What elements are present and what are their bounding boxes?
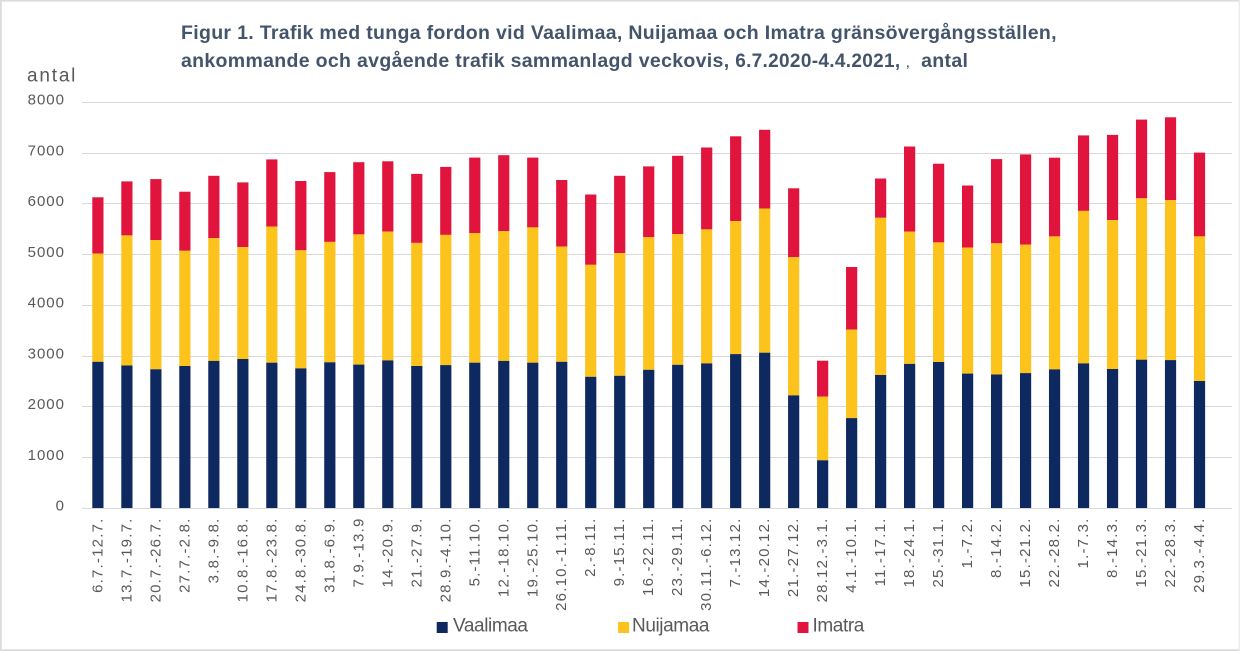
svg-text:12.-18.10.: 12.-18.10. <box>495 518 512 598</box>
svg-text:14.-20.9.: 14.-20.9. <box>379 518 396 588</box>
svg-text:Nuijamaa: Nuijamaa <box>632 616 710 637</box>
svg-text:7.9.-13.9: 7.9.-13.9 <box>350 518 367 588</box>
svg-text:22.-28.2.: 22.-28.2. <box>1046 518 1063 588</box>
svg-text:30.11.-6.12.: 30.11.-6.12. <box>698 518 715 611</box>
svg-text:20.7.-26.7.: 20.7.-26.7. <box>147 518 164 603</box>
svg-text:8000: 8000 <box>28 92 65 109</box>
svg-text:21.-27.12.: 21.-27.12. <box>785 518 802 598</box>
svg-text:22.-28.3.: 22.-28.3. <box>1162 518 1179 588</box>
svg-text:5.-11.10.: 5.-11.10. <box>466 518 483 587</box>
svg-text:26.10.-1.11.: 26.10.-1.11. <box>553 518 570 611</box>
svg-text:antal: antal <box>27 66 77 87</box>
svg-text:2.-8.11.: 2.-8.11. <box>582 518 599 577</box>
svg-text:2000: 2000 <box>28 396 65 413</box>
svg-text:4000: 4000 <box>28 295 65 312</box>
svg-text:1000: 1000 <box>28 447 65 464</box>
svg-text:25.-31.1.: 25.-31.1. <box>930 518 947 588</box>
svg-text:4.1.-10.1.: 4.1.-10.1. <box>843 518 860 593</box>
svg-text:5000: 5000 <box>28 244 65 261</box>
svg-text:28.12.-3.1.: 28.12.-3.1. <box>814 518 831 603</box>
svg-text:31.8.-6.9.: 31.8.-6.9. <box>321 518 338 593</box>
svg-text:29.3.-4.4.: 29.3.-4.4. <box>1191 518 1208 593</box>
svg-text:16.-22.11.: 16.-22.11. <box>640 518 657 596</box>
svg-text:14.-20.12.: 14.-20.12. <box>756 518 773 598</box>
svg-text:1.-7.2.: 1.-7.2. <box>959 518 976 569</box>
svg-text:19.-25.10.: 19.-25.10. <box>524 518 541 598</box>
svg-text:Vaalimaa: Vaalimaa <box>453 616 528 637</box>
svg-text:Imatra: Imatra <box>813 616 865 637</box>
svg-text:6000: 6000 <box>28 193 65 210</box>
svg-text:11.-17.1.: 11.-17.1. <box>872 518 889 587</box>
svg-text:17.8.-23.8.: 17.8.-23.8. <box>263 518 280 603</box>
svg-text:8.-14.2.: 8.-14.2. <box>988 518 1005 578</box>
svg-text:7.-13.12.: 7.-13.12. <box>727 518 744 588</box>
svg-text:6.7.-12.7.: 6.7.-12.7. <box>89 518 106 593</box>
svg-text:15.-21.2.: 15.-21.2. <box>1017 518 1034 588</box>
svg-text:7000: 7000 <box>28 142 65 159</box>
svg-text:15.-21.3.: 15.-21.3. <box>1133 518 1150 588</box>
svg-text:28.9.-4.10.: 28.9.-4.10. <box>437 518 454 603</box>
svg-text:23.-29.11.: 23.-29.11. <box>669 518 686 596</box>
svg-text:8.-14.3.: 8.-14.3. <box>1104 518 1121 578</box>
svg-text:18.-24.1.: 18.-24.1. <box>901 518 918 588</box>
svg-text:24.8.-30.8.: 24.8.-30.8. <box>292 518 309 603</box>
svg-text:0: 0 <box>56 498 65 515</box>
svg-text:27.7.-2.8.: 27.7.-2.8. <box>176 518 193 593</box>
svg-text:21.-27.9.: 21.-27.9. <box>408 518 425 588</box>
svg-text:3.8.-9.8.: 3.8.-9.8. <box>205 518 222 584</box>
svg-text:3000: 3000 <box>28 345 65 362</box>
svg-text:10.8.-16.8.: 10.8.-16.8. <box>234 518 251 603</box>
svg-text:9.-15.11.: 9.-15.11. <box>611 518 628 587</box>
svg-text:13.7.-19.7.: 13.7.-19.7. <box>118 518 135 603</box>
svg-text:1.-7.3.: 1.-7.3. <box>1075 518 1092 569</box>
